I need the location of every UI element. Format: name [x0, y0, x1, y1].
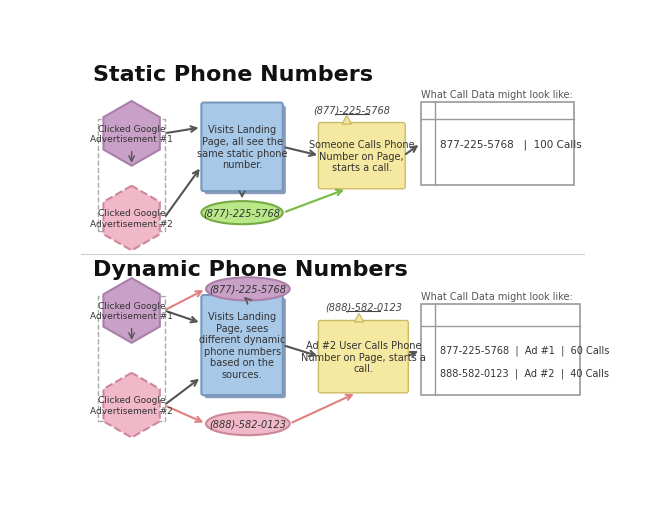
- Text: Visits Landing
Page, all see the
same static phone
number.: Visits Landing Page, all see the same st…: [197, 125, 287, 170]
- FancyBboxPatch shape: [205, 299, 286, 399]
- Polygon shape: [103, 186, 160, 251]
- Ellipse shape: [206, 412, 290, 435]
- Text: Clicked Google
Advertisement #1: Clicked Google Advertisement #1: [90, 124, 173, 144]
- Text: (888)-582-0123: (888)-582-0123: [209, 419, 287, 429]
- Text: (877)-225-5768: (877)-225-5768: [203, 208, 281, 218]
- FancyBboxPatch shape: [202, 295, 283, 395]
- Text: Clicked Google
Advertisement #2: Clicked Google Advertisement #2: [90, 395, 173, 415]
- Polygon shape: [103, 373, 160, 438]
- Bar: [421, 305, 580, 395]
- Polygon shape: [103, 102, 160, 166]
- Ellipse shape: [202, 202, 283, 225]
- Text: Dynamic Phone Numbers: Dynamic Phone Numbers: [93, 260, 408, 279]
- FancyBboxPatch shape: [318, 123, 405, 189]
- FancyBboxPatch shape: [202, 103, 283, 192]
- Text: 888-582-0123  |  Ad #2  |  40 Calls: 888-582-0123 | Ad #2 | 40 Calls: [440, 367, 609, 378]
- Polygon shape: [342, 117, 352, 125]
- Text: What Call Data might look like:: What Call Data might look like:: [421, 90, 573, 99]
- Bar: [421, 103, 574, 186]
- Text: Ad #2 User Calls Phone
Number on Page, starts a
call.: Ad #2 User Calls Phone Number on Page, s…: [301, 341, 426, 374]
- Text: (877)-225-5768: (877)-225-5768: [209, 285, 287, 294]
- Text: Visits Landing
Page, sees
different dynamic
phone numbers
based on the
sources.: Visits Landing Page, sees different dyna…: [199, 312, 285, 379]
- Text: (877)-225-5768: (877)-225-5768: [313, 105, 390, 115]
- Text: 877-225-5768   |  100 Calls: 877-225-5768 | 100 Calls: [440, 139, 582, 149]
- Polygon shape: [354, 314, 363, 322]
- Text: Clicked Google
Advertisement #1: Clicked Google Advertisement #1: [90, 301, 173, 321]
- Text: Static Phone Numbers: Static Phone Numbers: [93, 65, 373, 85]
- Text: (888)-582-0123: (888)-582-0123: [325, 302, 402, 312]
- Ellipse shape: [206, 278, 290, 301]
- Text: Clicked Google
Advertisement #2: Clicked Google Advertisement #2: [90, 209, 173, 229]
- Text: What Call Data might look like:: What Call Data might look like:: [421, 292, 573, 302]
- Text: 877-225-5768  |  Ad #1  |  60 Calls: 877-225-5768 | Ad #1 | 60 Calls: [440, 345, 610, 356]
- Polygon shape: [103, 278, 160, 343]
- FancyBboxPatch shape: [205, 106, 286, 195]
- FancyBboxPatch shape: [318, 321, 408, 393]
- Text: Someone Calls Phone
Number on Page,
starts a call.: Someone Calls Phone Number on Page, star…: [309, 140, 415, 173]
